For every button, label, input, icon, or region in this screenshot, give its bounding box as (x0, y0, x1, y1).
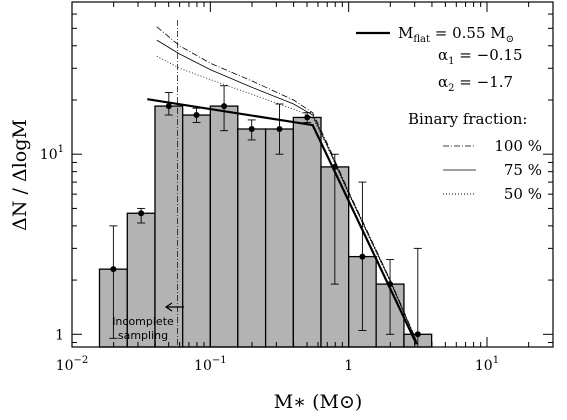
legend-entry-75: 75 % (504, 161, 542, 179)
binary-curve-1 (156, 26, 417, 341)
histogram-bar-4 (182, 114, 211, 348)
x-tick-label: 10−2 (56, 355, 89, 374)
data-point-4 (193, 112, 200, 119)
histogram-bar-3 (154, 105, 184, 348)
legend-fit-value: = 0.55 M (430, 24, 506, 42)
legend-alpha1: α1 = −0.15 (438, 46, 523, 67)
y-tick-label-exponent: 1 (58, 144, 64, 155)
legend-entry-50: 50 % (504, 185, 542, 203)
histogram-bar-2 (126, 212, 156, 348)
y-tick-label-base: 1 (55, 327, 64, 343)
data-point-3 (165, 103, 172, 110)
x-tick-label-base: 10 (194, 358, 212, 374)
y-axis-title: ΔN / ΔlogM (9, 119, 31, 231)
data-point-9 (331, 163, 338, 170)
data-point-8 (304, 114, 311, 121)
x-tick-label-base: 10 (56, 358, 74, 374)
x-tick-label-exponent: −2 (74, 355, 89, 366)
y-tick-label: 101 (40, 144, 64, 163)
x-tick-label-base: 10 (475, 358, 493, 374)
legend-fit-subscript: flat (413, 34, 430, 45)
y-tick-label-base: 10 (40, 147, 58, 163)
data-point-2 (138, 210, 145, 217)
incomplete-sampling-annotation: Incomplete sampling (112, 302, 184, 342)
plot-frame (71, 1, 554, 348)
x-tick-label-exponent: −1 (212, 355, 227, 366)
annotation-line-2: sampling (118, 329, 168, 342)
data-point-1 (110, 266, 117, 273)
legend-alpha1-value: = −0.15 (455, 46, 523, 64)
data-point-10 (359, 253, 366, 260)
histogram-bar-8 (292, 116, 322, 348)
histogram-bar-7 (264, 128, 294, 348)
x-tick-label: 101 (475, 355, 499, 374)
y-tick-label: 1 (55, 327, 64, 343)
legend-fit-label: Mflat = 0.55 M⊙ (398, 24, 514, 45)
solar-symbol-icon: ⊙ (506, 34, 514, 45)
legend-alpha2-subscript: 2 (448, 83, 454, 94)
data-point-7 (276, 126, 283, 133)
data-point-5 (221, 103, 228, 110)
legend-alpha2: α2 = −1.7 (438, 73, 513, 94)
data-point-12 (414, 331, 421, 338)
x-tick-label: 1 (344, 358, 353, 374)
legend-alpha1-subscript: 1 (448, 56, 454, 67)
legend-fit-symbol: M (398, 24, 413, 42)
model-fit-line (147, 98, 418, 345)
data-point-11 (387, 281, 394, 288)
x-tick-label-exponent: 1 (493, 355, 499, 366)
binary-curve-2 (156, 39, 417, 342)
legend: Mflat = 0.55 M⊙ α1 = −0.15 α2 = −1.7 Bin… (356, 24, 542, 203)
x-tick-label: 10−1 (194, 355, 227, 374)
histogram-bar-6 (237, 128, 267, 348)
legend-entry-100: 100 % (494, 137, 542, 155)
legend-alpha2-value: = −1.7 (455, 73, 514, 91)
data-points (109, 85, 422, 348)
arrow-head-icon (164, 302, 173, 312)
histogram-bar-5 (209, 105, 239, 348)
x-tick-label-base: 1 (344, 358, 353, 374)
data-point-6 (248, 126, 255, 133)
legend-alpha2-symbol: α (438, 73, 448, 91)
model-curves (147, 26, 418, 345)
annotation-line-1: Incomplete (112, 315, 174, 328)
legend-binary-title: Binary fraction: (408, 110, 527, 128)
legend-alpha1-symbol: α (438, 46, 448, 64)
x-axis-title: M∗ (M⊙) (274, 391, 363, 413)
histogram-bars (98, 105, 433, 348)
